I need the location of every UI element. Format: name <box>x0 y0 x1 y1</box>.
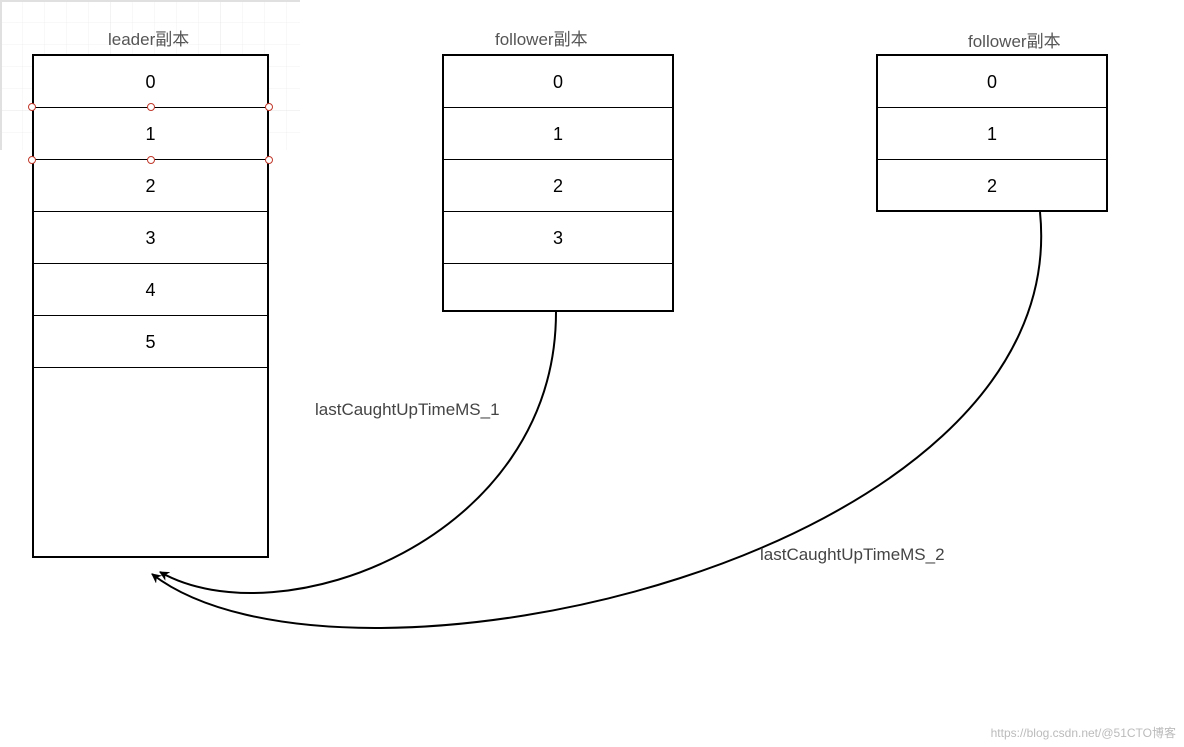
leader-cell-1-value: 1 <box>145 125 155 143</box>
leader-cell-1: 1 <box>34 108 267 160</box>
edge-2-label: lastCaughtUpTimeMS_2 <box>760 545 945 565</box>
leader-cell-0: 0 <box>34 56 267 108</box>
follower1-cell-2: 2 <box>444 160 672 212</box>
watermark-text: https://blog.csdn.net/@51CTO博客 <box>991 724 1176 741</box>
edge-1-label: lastCaughtUpTimeMS_1 <box>315 400 500 420</box>
highlight-dot <box>147 156 155 164</box>
follower1-cell-3: 3 <box>444 212 672 264</box>
leader-cell-3: 3 <box>34 212 267 264</box>
follower2-cell-2: 2 <box>878 160 1106 212</box>
highlight-dot <box>147 103 155 111</box>
highlight-dot <box>28 156 36 164</box>
follower1-title: follower副本 <box>495 25 588 50</box>
follower1-cell-1: 1 <box>444 108 672 160</box>
follower2-title: follower副本 <box>968 27 1061 52</box>
follower1-cell-0: 0 <box>444 56 672 108</box>
diagram-canvas: leader副本 follower副本 follower副本 0 1 2 3 4… <box>0 0 1184 747</box>
follower2-cell-0: 0 <box>878 56 1106 108</box>
leader-cell-5: 5 <box>34 316 267 368</box>
leader-stack: 0 1 2 3 4 5 <box>32 54 269 558</box>
leader-title: leader副本 <box>108 25 189 50</box>
highlight-dot <box>265 156 273 164</box>
highlight-dot <box>28 103 36 111</box>
highlight-dot <box>265 103 273 111</box>
follower1-stack: 0 1 2 3 <box>442 54 674 312</box>
leader-cell-2: 2 <box>34 160 267 212</box>
follower2-stack: 0 1 2 <box>876 54 1108 212</box>
leader-cell-4: 4 <box>34 264 267 316</box>
follower2-cell-1: 1 <box>878 108 1106 160</box>
